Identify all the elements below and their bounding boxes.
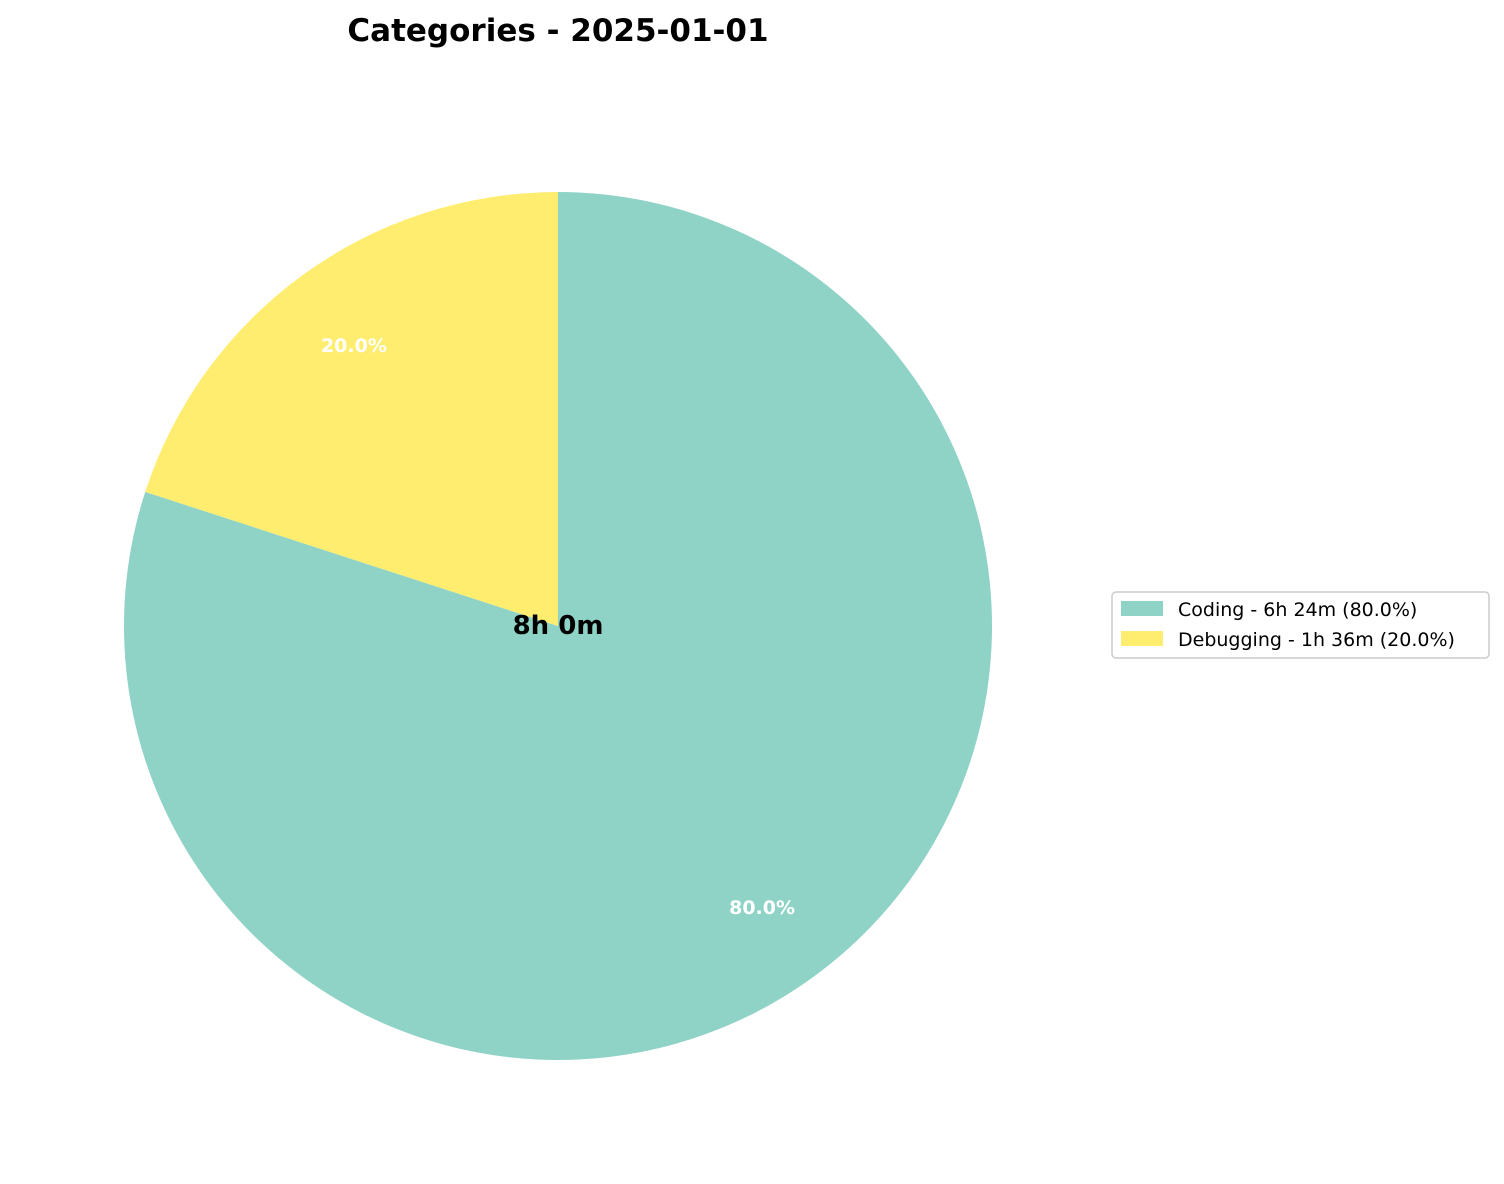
pie-slice-coding — [123, 192, 992, 1061]
legend-frame — [1111, 591, 1490, 659]
legend: Coding - 6h 24m (80.0%) Debugging - 1h 36… — [1111, 591, 1490, 659]
center-total-label: 8h 0m — [513, 611, 604, 641]
pie-percent-label-coding: 80.0% — [729, 897, 795, 919]
pie-slices — [123, 192, 992, 1061]
pie-percent-label-debugging: 20.0% — [321, 335, 387, 357]
pie-percent-labels: 80.0% 20.0% — [321, 335, 795, 919]
legend-swatch-debugging — [1121, 631, 1163, 646]
chart-title: Categories - 2025-01-01 — [347, 13, 768, 49]
legend-label-coding: Coding - 6h 24m (80.0%) — [1178, 599, 1417, 621]
pie-slice-debugging — [145, 192, 559, 626]
legend-items: Coding - 6h 24m (80.0%) Debugging - 1h 36… — [1121, 599, 1455, 651]
legend-swatch-coding — [1121, 601, 1163, 616]
legend-label-debugging: Debugging - 1h 36m (20.0%) — [1178, 629, 1455, 651]
